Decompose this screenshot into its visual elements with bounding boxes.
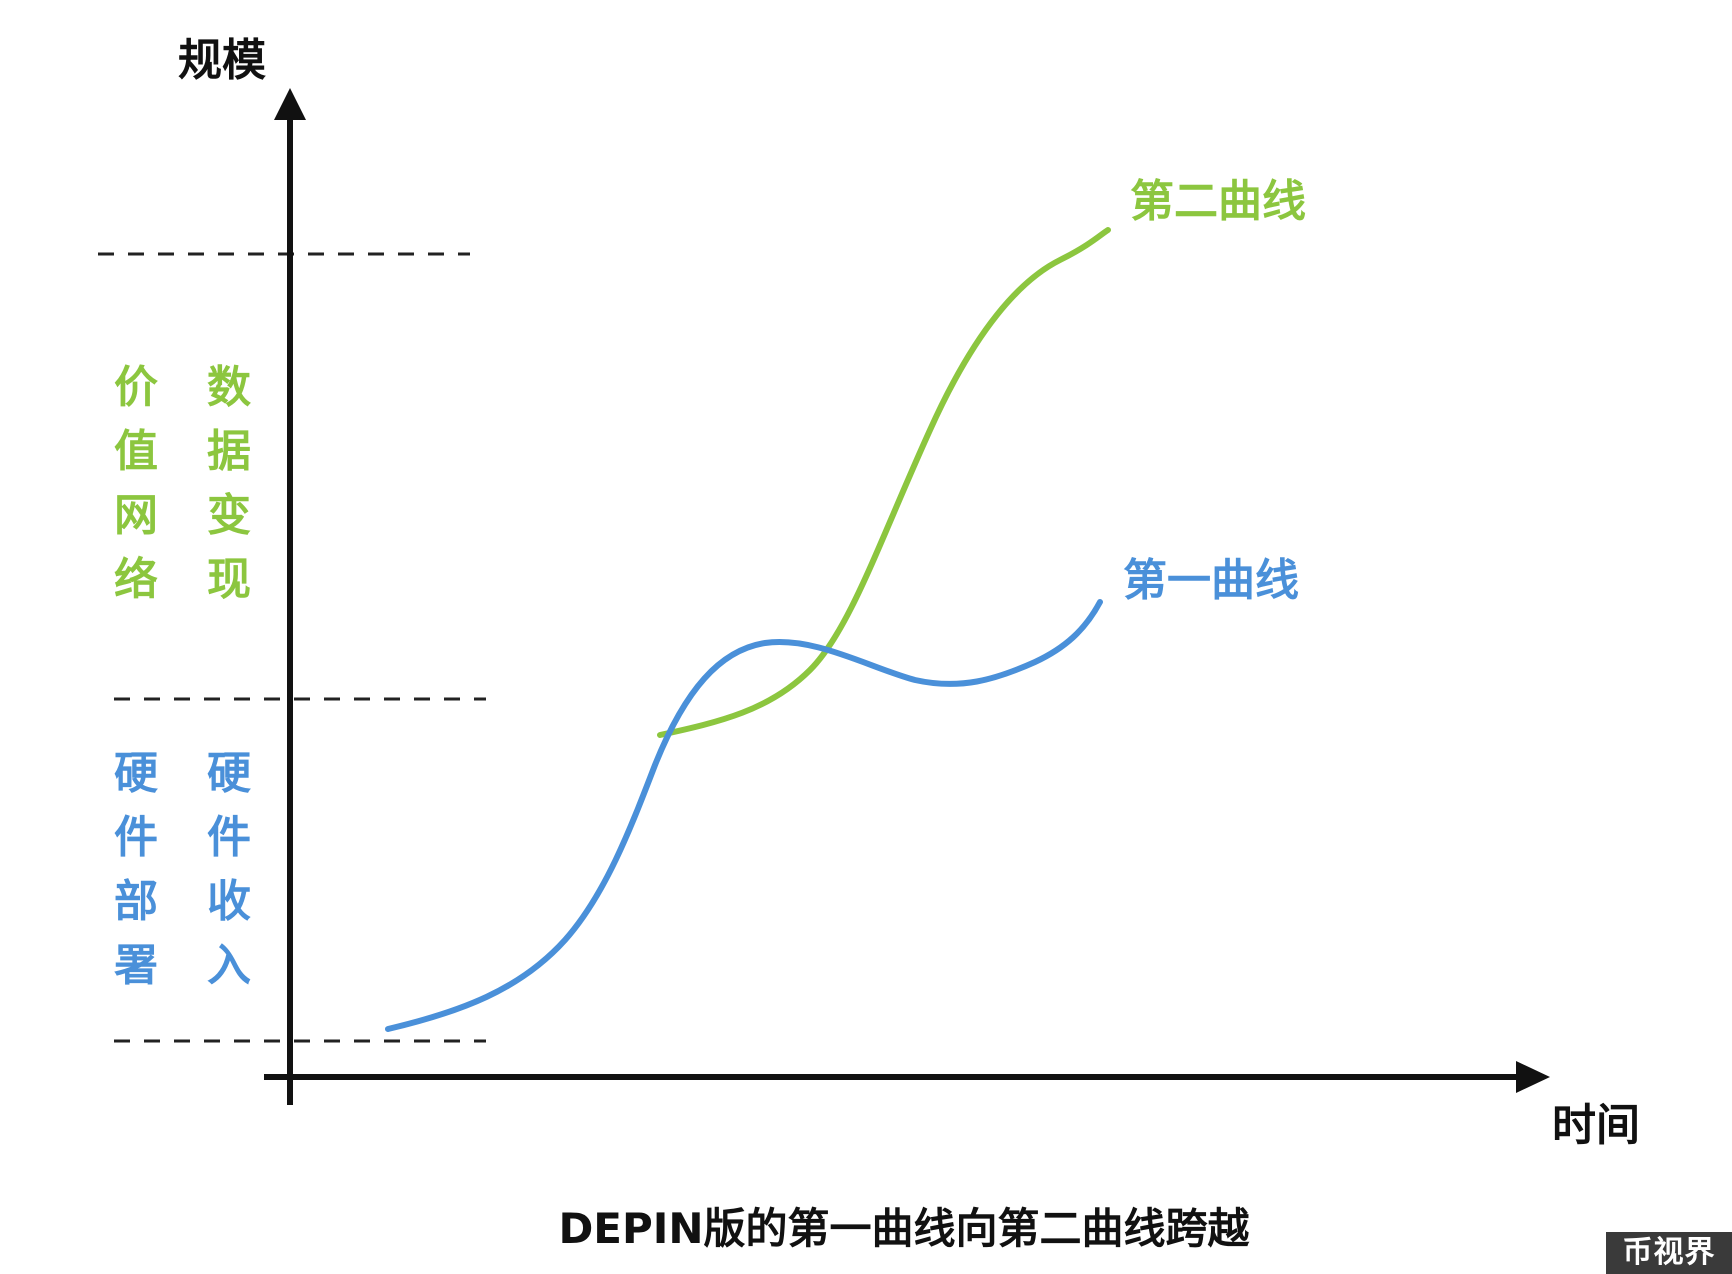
- y-axis-label: 规模: [178, 35, 266, 86]
- lower-col1-char: 硬: [114, 748, 158, 799]
- x-axis-label: 时间: [1552, 1100, 1640, 1151]
- upper-stage-column-1: 价 值 网 络: [114, 362, 158, 605]
- first-curve-label: 第一曲线: [1123, 555, 1299, 606]
- upper-col2-char: 现: [207, 554, 251, 605]
- lower-col1-char: 件: [114, 812, 158, 863]
- x-axis-arrowhead: [1516, 1061, 1550, 1093]
- lower-col2-char: 硬: [207, 748, 251, 799]
- lower-col1-char: 署: [114, 940, 158, 991]
- first-curve-line: [385, 599, 1103, 1032]
- y-axis-arrowhead: [274, 88, 306, 120]
- lower-col1-char: 部: [114, 876, 158, 927]
- upper-col2-char: 数: [207, 362, 251, 413]
- lower-col2-char: 收: [207, 876, 251, 927]
- second-curve-label: 第二曲线: [1130, 176, 1306, 227]
- upper-col1-char: 络: [114, 554, 158, 605]
- second-curve-line: [657, 227, 1111, 738]
- upper-stage-column-2: 数 据 变 现: [207, 362, 251, 605]
- lower-col2-char: 入: [207, 940, 251, 991]
- upper-col1-char: 价: [114, 362, 158, 413]
- diagram-caption: DEPIN版的第一曲线向第二曲线跨越: [558, 1204, 1250, 1253]
- upper-col2-char: 变: [207, 490, 251, 541]
- upper-col1-char: 值: [114, 426, 158, 477]
- watermark-logo: 币视界: [1606, 1232, 1732, 1274]
- lower-stage-column-2: 硬 件 收 入: [207, 748, 251, 991]
- lower-col2-char: 件: [207, 812, 251, 863]
- upper-col1-char: 网: [114, 490, 158, 541]
- upper-col2-char: 据: [207, 426, 251, 477]
- lower-stage-column-1: 硬 件 部 署: [114, 748, 158, 991]
